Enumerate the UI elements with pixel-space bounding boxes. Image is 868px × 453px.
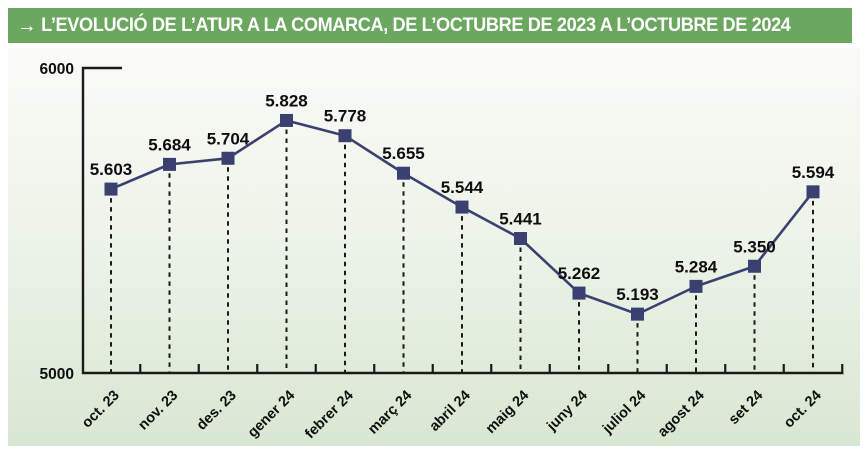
chart-header: → L’EVOLUCIÓ DE L’ATUR A LA COMARCA, DE … <box>8 8 852 43</box>
data-point-label: 5.262 <box>558 264 601 283</box>
data-point-marker <box>163 157 176 171</box>
chart-header-inner: → L’EVOLUCIÓ DE L’ATUR A LA COMARCA, DE … <box>17 15 791 36</box>
data-point-marker <box>514 231 527 245</box>
page-title: L’EVOLUCIÓ DE L’ATUR A LA COMARCA, DE L’… <box>41 13 791 36</box>
data-point-label: 5.350 <box>733 237 776 256</box>
x-axis-label: oct. 23 <box>79 388 123 432</box>
data-point-marker <box>104 182 118 196</box>
data-point-label: 5.828 <box>265 91 308 110</box>
data-point-marker <box>689 279 703 293</box>
data-point-marker <box>221 151 235 165</box>
line-chart: 6000 5000 5.603 oct. 23 5.684 nov. 23 5.704 des… <box>40 61 844 443</box>
data-point-marker <box>338 129 352 143</box>
arrow-icon: → <box>17 14 37 37</box>
data-point-label: 5.441 <box>499 209 542 228</box>
x-axis-label: maig 24 <box>483 388 532 437</box>
x-axis-label: oct. 24 <box>781 388 825 432</box>
data-point-label: 5.594 <box>792 163 835 182</box>
axes <box>81 66 844 375</box>
data-point-marker <box>572 286 586 300</box>
data-point-marker <box>455 200 469 214</box>
data-point-label: 5.655 <box>382 144 425 163</box>
data-point-label: 5.778 <box>324 107 367 126</box>
data-point-label: 5.603 <box>90 160 133 179</box>
data-point-marker <box>280 113 293 127</box>
x-axis-label: nov. 23 <box>135 388 181 434</box>
x-axis-label: agost 24 <box>655 388 708 441</box>
x-axis-label: set 24 <box>726 388 766 428</box>
data-point-marker <box>806 185 820 199</box>
y-tick-label-min: 5000 <box>40 366 74 383</box>
x-axis-label: juliol 24 <box>599 388 649 438</box>
data-point-label: 5.193 <box>616 285 659 304</box>
y-tick-label-max: 6000 <box>40 61 74 78</box>
data-point-marker <box>397 166 410 180</box>
x-axis-label: des. 23 <box>194 388 240 434</box>
x-axis-label: abril 24 <box>427 388 474 435</box>
data-point-marker <box>631 307 644 321</box>
x-axis-label: febrer 24 <box>302 388 357 443</box>
data-point-label: 5.284 <box>675 257 718 276</box>
data-point-marker <box>748 259 761 273</box>
x-axis-label: març 24 <box>365 388 415 438</box>
x-axis-label: juny 24 <box>543 388 590 435</box>
x-axis-label: gener 24 <box>245 388 298 441</box>
data-point-label: 5.704 <box>207 129 250 148</box>
data-point-label: 5.544 <box>441 178 484 197</box>
data-point-label: 5.684 <box>148 135 191 154</box>
chart-panel: 6000 5000 5.603 oct. 23 5.684 nov. 23 5.704 des… <box>8 48 860 446</box>
